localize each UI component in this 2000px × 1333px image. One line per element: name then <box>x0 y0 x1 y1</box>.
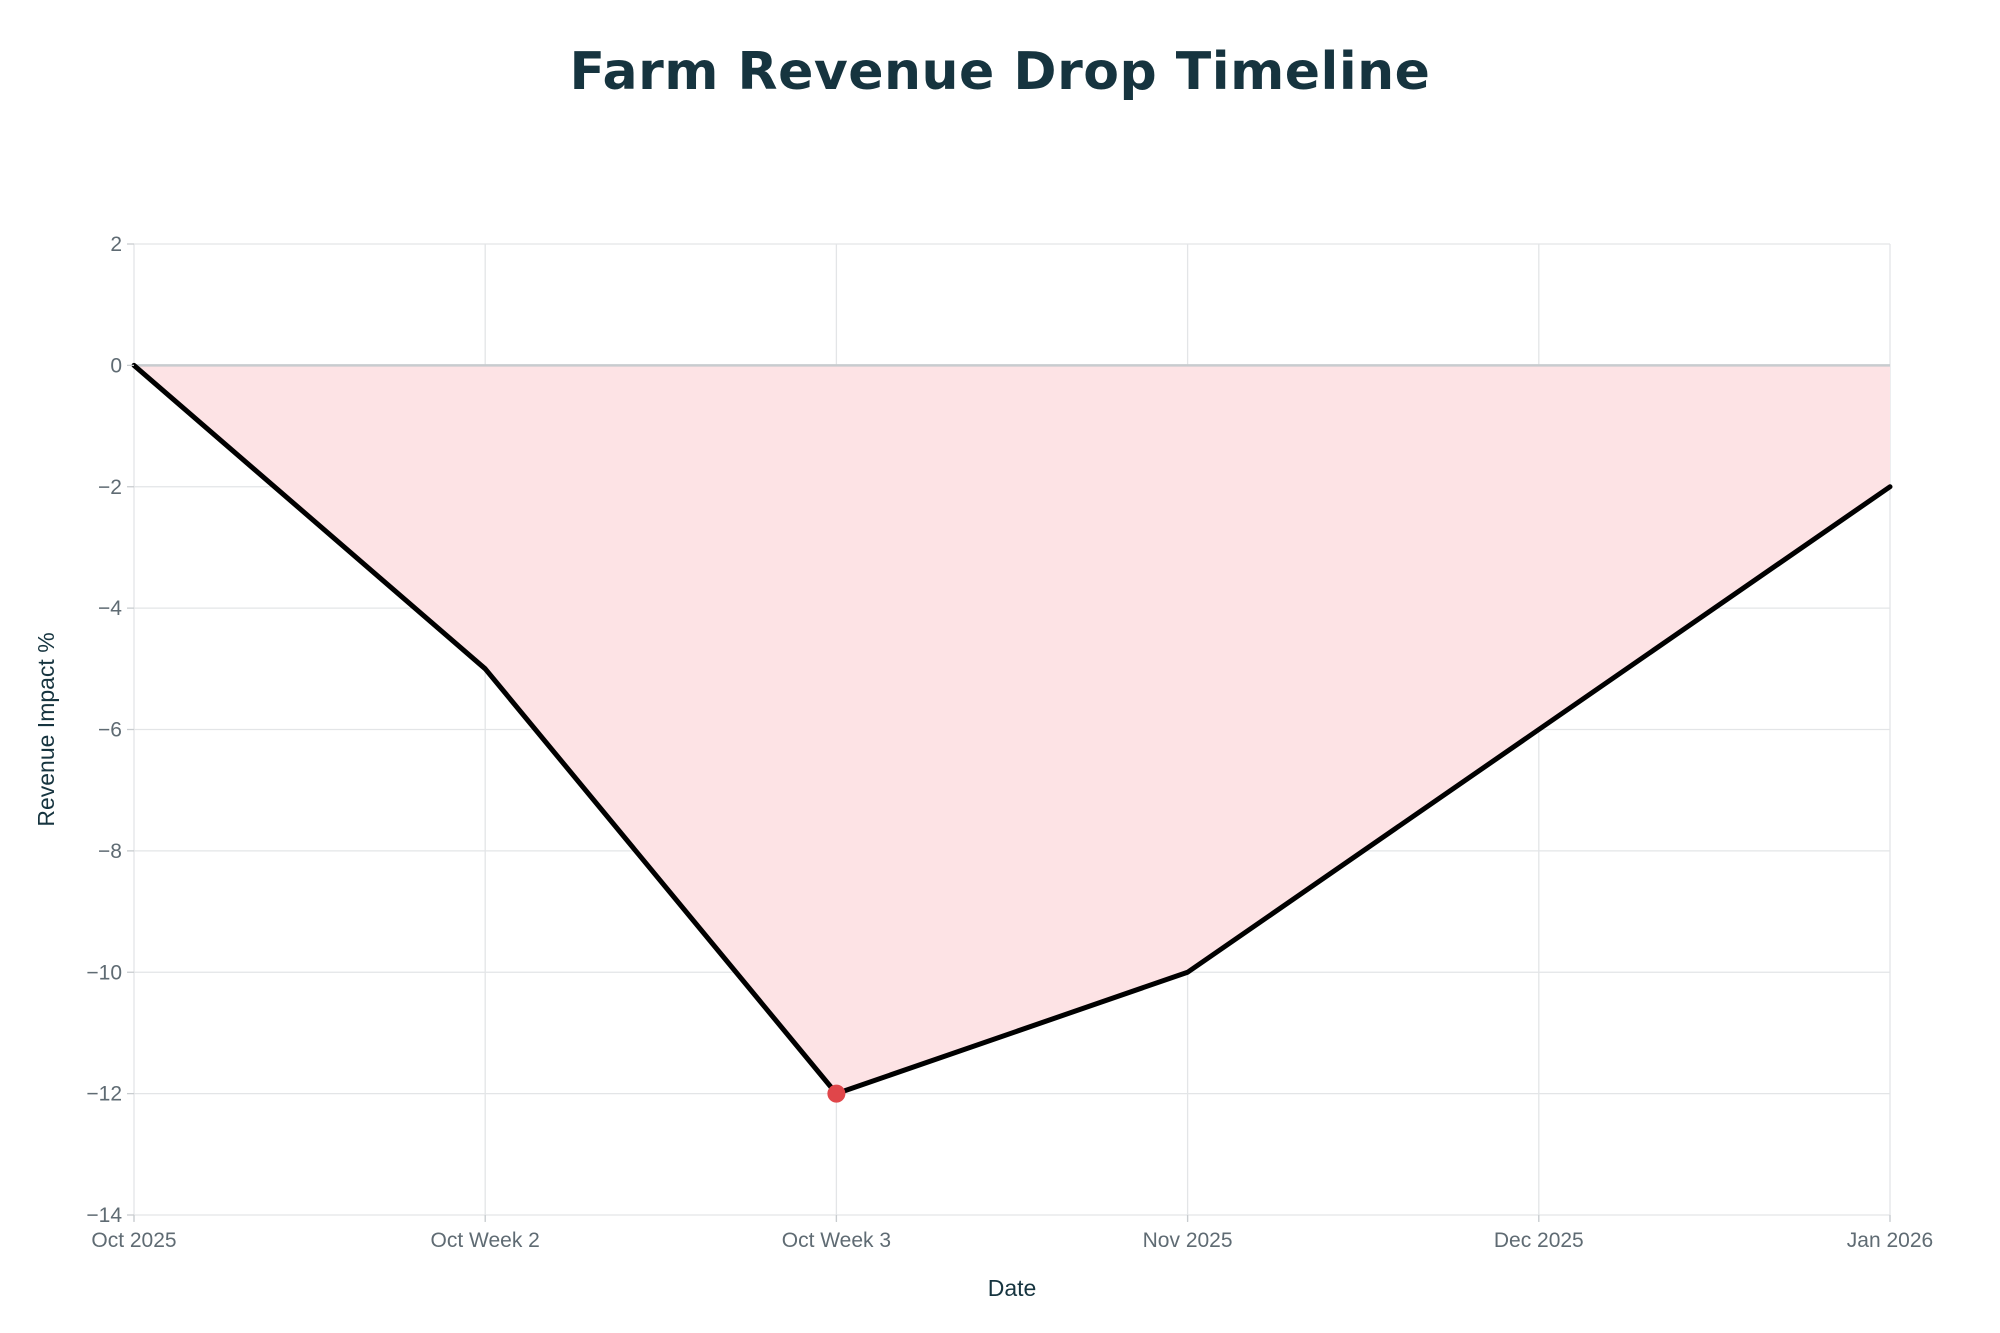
x-tick-labels: Oct 2025 Oct Week 2 Oct Week 3 Nov 2025 Dec … <box>91 1215 1933 1252</box>
y-tick-label: −14 <box>86 1204 122 1227</box>
x-tick-label: Oct Week 2 <box>431 1229 540 1252</box>
y-tick-label: 0 <box>110 354 122 377</box>
x-tick-label: Jan 2026 <box>1847 1229 1933 1252</box>
x-tick-label: Dec 2025 <box>1494 1229 1584 1252</box>
area-fill <box>134 365 1890 1094</box>
y-tick-labels: 2 0 −2 −4 −6 −8 −10 −12 −14 <box>86 233 134 1227</box>
y-tick-label: −10 <box>86 961 122 984</box>
series-line <box>131 362 1893 1097</box>
y-tick-label: −8 <box>98 840 122 863</box>
x-tick-label: Oct Week 3 <box>782 1229 891 1252</box>
y-tick-label: −12 <box>86 1083 122 1106</box>
y-tick-label: −4 <box>98 597 122 620</box>
x-tick-label: Oct 2025 <box>91 1229 176 1252</box>
data-points <box>827 1084 846 1103</box>
x-tick-label: Nov 2025 <box>1143 1229 1233 1252</box>
y-tick-label: −2 <box>98 476 122 499</box>
chart-title: Farm Revenue Drop Timeline <box>569 42 1431 102</box>
y-tick-label: −6 <box>98 719 122 742</box>
highlight-point <box>827 1084 846 1103</box>
y-tick-label: 2 <box>110 233 122 256</box>
x-axis-title: Date <box>988 1275 1037 1301</box>
y-axis-title: Revenue Impact % <box>33 632 59 826</box>
